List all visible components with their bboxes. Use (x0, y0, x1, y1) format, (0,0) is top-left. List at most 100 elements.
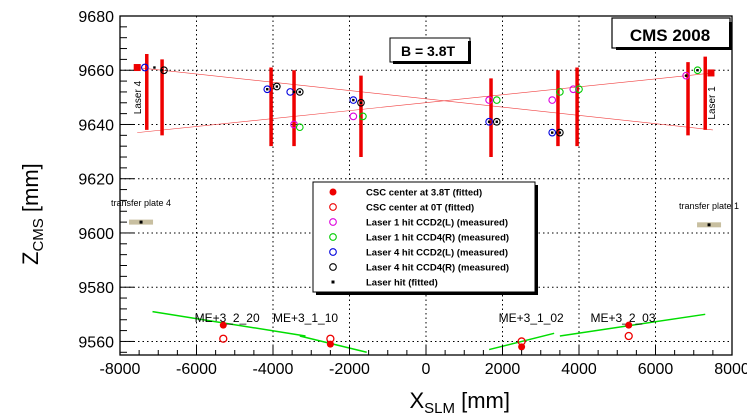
laser-hit-fitted (352, 98, 355, 102)
laser-beam-line (137, 67, 713, 131)
laser4-ccd4-point (492, 117, 501, 126)
legend-marker (331, 280, 335, 284)
x-tick-label: 6000 (638, 361, 674, 378)
y-tick-label: 9600 (78, 226, 114, 243)
laser-hit-fitted (558, 131, 562, 134)
legend-label: Laser 1 hit CCD2(L) (measured) (366, 218, 508, 229)
x-tick-label: -4000 (253, 361, 294, 378)
laser1-ccd2-point (548, 96, 557, 104)
laser4-ccd4-point (295, 88, 304, 96)
laser4-ccd2-point (263, 85, 272, 94)
y-axis-title-sub: CMS (30, 218, 47, 251)
y-tick-label: 9660 (78, 63, 114, 80)
transfer-plate-hit (139, 220, 143, 224)
legend-shadow (316, 292, 538, 295)
y-tick-label: 9640 (78, 117, 114, 134)
laser4-ccd2-point (548, 128, 557, 137)
cms-banner: CMS 2008 (611, 17, 732, 50)
laser4-ccd4-point (160, 66, 168, 75)
laser-hit-fitted (696, 69, 699, 72)
legend-label: Laser 4 hit CCD2(L) (measured) (366, 248, 508, 259)
laser-hit-fitted (292, 90, 296, 94)
cms-banner-text: CMS 2008 (630, 26, 710, 45)
transfer-plate-label: transfer plate 4 (111, 198, 171, 208)
chamber-line (559, 313, 706, 337)
laser1-ccd2-point (682, 71, 690, 80)
legend-label: Laser 1 hit CCD4(R) (measured) (366, 233, 509, 244)
legend-shadow (535, 185, 538, 295)
laser-source (707, 69, 715, 77)
laser1-ccd4-point (492, 96, 501, 104)
legend-marker (329, 233, 337, 241)
chamber-line (488, 332, 555, 351)
laser1-ccd2-point (485, 96, 493, 104)
laser-hit-fitted (160, 69, 164, 72)
x-tick-label: -8000 (100, 361, 141, 378)
legend-box (312, 181, 536, 293)
laser4-ccd4-point (556, 128, 564, 137)
csc-center-0T (219, 334, 228, 343)
y-tick-label: 9560 (78, 334, 114, 351)
laser-hit-fitted (266, 88, 269, 91)
y-axis-title-main: Z (18, 252, 43, 265)
csc-center-0T (624, 331, 633, 341)
legend-label: CSC center at 0T (fitted) (366, 203, 474, 214)
x-tick-label: 8000 (714, 361, 747, 378)
laser1-ccd4-point (693, 66, 702, 75)
x-axis-title-unit: [mm] (455, 388, 510, 413)
legend-marker (329, 188, 337, 196)
x-tick-label: 4000 (561, 361, 597, 378)
chamber-label: ME+3_2_03 (590, 311, 655, 325)
x-axis-title: XSLM [mm] (409, 388, 510, 415)
laser-hit-fitted (487, 120, 491, 123)
laser-hit-fitted (684, 74, 688, 77)
laser4-ccd4-point (357, 98, 365, 107)
legend-label: Laser 4 hit CCD4(R) (measured) (366, 263, 509, 274)
y-axis-title-unit: [mm] (18, 163, 43, 218)
csc-center-3-8T (326, 340, 334, 348)
legend-label: CSC center at 3.8T (fitted) (366, 188, 482, 199)
axis-layer: -8000 -6000 -4000 -2000 0 2000 4000 6000 8000 956… (78, 9, 747, 378)
laser-hit-fitted (298, 90, 301, 94)
laser-source-label: Laser 1 (707, 86, 718, 120)
legend-marker (329, 203, 337, 211)
laser1-ccd4-point (575, 85, 583, 94)
x-tick-label: -6000 (176, 361, 217, 378)
laser1-ccd4-point (556, 88, 564, 96)
laser-source (133, 64, 141, 72)
field-label-box: B = 3.8T (389, 37, 471, 64)
laser-beam-line (137, 72, 713, 133)
laser4-ccd2-point (349, 96, 358, 104)
legend-marker (329, 248, 337, 256)
x-axis-title-sub: SLM (424, 400, 455, 415)
chamber-label: ME+3_1_02 (499, 311, 564, 325)
chamber-label: ME+3_1_10 (273, 311, 338, 325)
laser-hit-fitted (359, 101, 363, 104)
legend: CSC center at 3.8T (fitted) CSC center at… (312, 181, 538, 295)
y-tick-label: 9580 (78, 280, 114, 297)
chamber-line (152, 310, 306, 337)
legend-marker (329, 263, 337, 271)
laser-hit-fitted (275, 85, 279, 88)
csc-center-3-8T (518, 343, 526, 351)
laser-hit-fitted (551, 131, 554, 134)
laser1-ccd2-point (569, 85, 578, 94)
legend-marker (329, 218, 337, 226)
laser4-ccd4-point (272, 82, 281, 91)
laser4-ccd2-point (141, 63, 149, 72)
csc-center-3-8T (219, 321, 227, 329)
laser-hit-fitted (153, 66, 156, 69)
chamber-label: ME+3_2_20 (195, 311, 260, 325)
laser1-ccd4-point (359, 112, 367, 121)
laser-hit-fitted (495, 120, 498, 123)
x-tick-label: 0 (422, 361, 431, 378)
x-tick-label: -2000 (329, 361, 370, 378)
y-tick-label: 9620 (78, 172, 114, 189)
x-tick-label: 2000 (485, 361, 521, 378)
laser1-ccd2-point (349, 112, 358, 121)
laser1-ccd4-point (295, 123, 304, 132)
field-label-text: B = 3.8T (401, 43, 456, 59)
legend-label: Laser hit (fitted) (366, 278, 438, 289)
laser-source-label: Laser 4 (133, 80, 144, 114)
